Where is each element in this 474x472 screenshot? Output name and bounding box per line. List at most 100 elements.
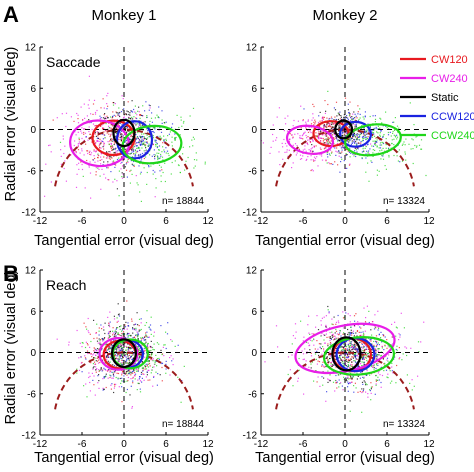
scatter-point: [104, 362, 107, 364]
scatter-point: [302, 119, 304, 121]
scatter-point: [165, 347, 167, 350]
scatter-point: [194, 165, 196, 167]
scatter-point: [161, 353, 163, 356]
scatter-point: [140, 171, 142, 173]
scatter-point: [366, 346, 368, 348]
scatter-point: [101, 349, 103, 351]
scatter-point: [415, 146, 418, 148]
scatter-point: [318, 354, 320, 357]
scatter-point: [359, 131, 361, 133]
scatter-point: [340, 161, 342, 163]
scatter-point: [133, 153, 135, 155]
scatter-point: [348, 141, 350, 143]
ellipse-static: [331, 336, 362, 372]
scatter-point: [102, 141, 104, 143]
scatter-point: [360, 141, 362, 143]
scatter-point: [105, 177, 107, 179]
scatter-point: [126, 334, 128, 336]
scatter-point: [350, 152, 352, 154]
scatter-point: [349, 378, 351, 380]
scatter-point: [359, 113, 361, 115]
scatter-point: [109, 330, 111, 332]
scatter-point: [352, 118, 354, 120]
scatter-point: [133, 336, 135, 338]
scatter-point: [165, 331, 167, 333]
scatter-point: [327, 362, 329, 364]
scatter-point: [131, 100, 133, 102]
scatter-point: [347, 356, 349, 358]
scatter-point: [284, 151, 286, 153]
scatter-point: [348, 138, 350, 140]
scatter-point: [346, 129, 348, 131]
scatter-point: [306, 129, 308, 131]
scatter-point: [307, 119, 309, 121]
scatter-point: [371, 161, 373, 163]
scatter-point: [325, 333, 327, 335]
scatter-point: [152, 135, 154, 137]
scatter-point: [133, 151, 135, 153]
y-tick-label: -6: [27, 389, 36, 400]
scatter-point: [101, 124, 103, 126]
scatter-point: [185, 160, 187, 162]
scatter-point: [105, 157, 108, 159]
scatter-point: [128, 350, 130, 352]
scatter-point: [330, 343, 332, 345]
scatter-point: [112, 138, 114, 140]
scatter-point: [92, 113, 94, 115]
scatter-point: [386, 359, 388, 361]
scatter-point: [154, 127, 156, 129]
scatter-point: [125, 353, 127, 355]
scatter-point: [94, 357, 96, 359]
scatter-point: [111, 346, 113, 348]
scatter-point: [90, 113, 92, 115]
scatter-point: [377, 376, 379, 378]
scatter-point: [177, 164, 180, 166]
scatter-point: [376, 139, 378, 141]
scatter-point: [297, 133, 299, 135]
scatter-point: [396, 125, 399, 127]
scatter-point: [139, 154, 141, 156]
scatter-point: [130, 144, 132, 146]
scatter-point: [361, 157, 363, 159]
scatter-point: [88, 99, 90, 101]
scatter-point: [122, 165, 124, 167]
scatter-point: [100, 142, 102, 145]
scatter-point: [120, 334, 122, 337]
scatter-point: [360, 142, 362, 144]
scatter-point: [216, 123, 217, 124]
scatter-point: [356, 378, 358, 380]
scatter-point: [332, 134, 334, 136]
scatter-point: [310, 169, 312, 172]
scatter-point: [165, 152, 167, 154]
scatter-point: [87, 139, 89, 141]
scatter-point: [94, 125, 96, 127]
scatter-point: [134, 105, 136, 107]
x-tick-label: -12: [254, 216, 269, 227]
scatter-point: [305, 360, 307, 362]
scatter-point: [155, 143, 157, 146]
scatter-point: [327, 125, 330, 127]
scatter-point: [378, 128, 380, 130]
scatter-point: [113, 139, 115, 141]
scatter-point: [124, 373, 126, 375]
column-title-monkey-2: Monkey 2: [312, 7, 377, 24]
scatter-point: [375, 367, 377, 370]
scatter-point: [141, 361, 143, 363]
scatter-point: [311, 333, 313, 335]
scatter-point: [142, 124, 144, 127]
scatter-point: [350, 343, 352, 345]
scatter-point: [363, 133, 365, 135]
scatter-point: [133, 108, 135, 111]
scatter-point: [78, 168, 80, 170]
scatter-point: [365, 348, 368, 350]
scatter-point: [327, 90, 329, 92]
scatter-point: [150, 136, 152, 138]
scatter-point: [144, 350, 146, 352]
scatter-point: [322, 384, 324, 386]
scatter-point: [158, 106, 160, 108]
scatter-point: [112, 342, 114, 344]
scatter-point: [362, 127, 364, 129]
scatter-point: [95, 332, 97, 334]
scatter-point: [326, 125, 328, 127]
